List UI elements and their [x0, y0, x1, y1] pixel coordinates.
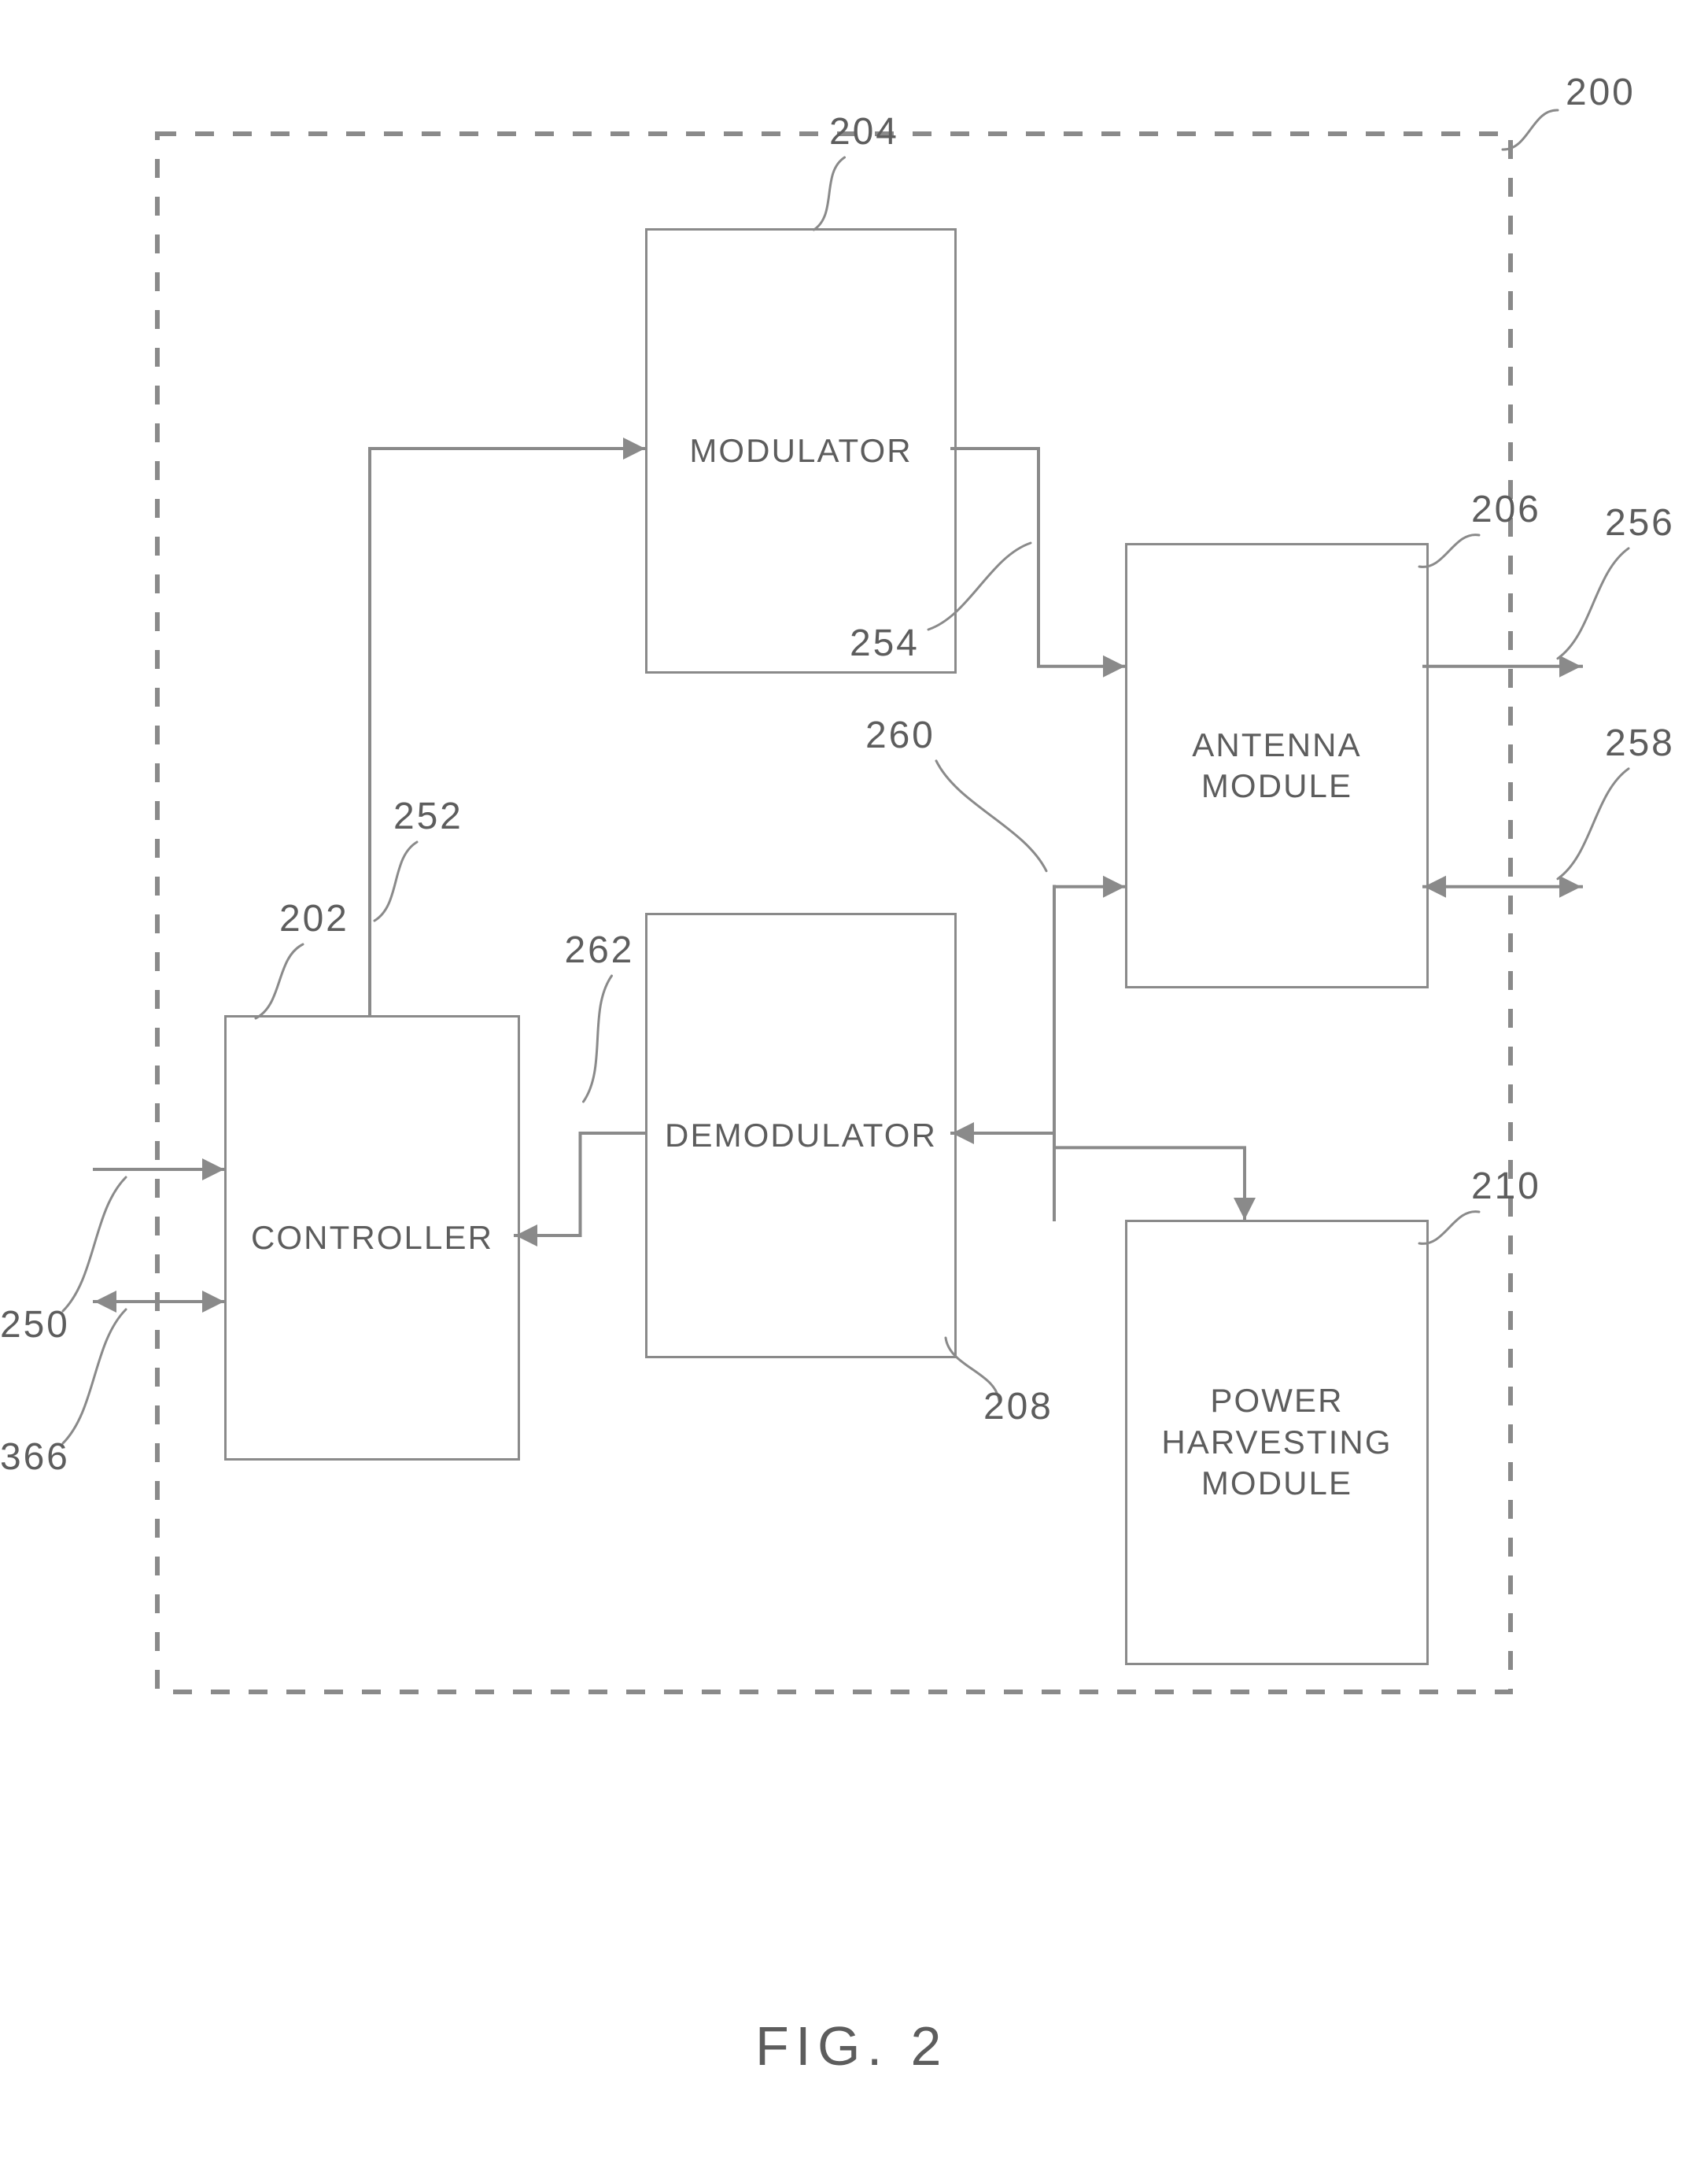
ref-208: 208	[983, 1385, 1053, 1428]
ref-202: 202	[279, 897, 349, 940]
ref-366: 366	[0, 1435, 70, 1479]
antenna-module-label: ANTENNA MODULE	[1192, 725, 1361, 807]
modulator-label: MODULATOR	[689, 430, 912, 472]
figure-caption: FIG. 2	[755, 2015, 948, 2078]
figure-stage: CONTROLLER MODULATOR DEMODULATOR ANTENNA…	[0, 0, 1708, 2168]
power-harvesting-label: POWER HARVESTING MODULE	[1161, 1380, 1392, 1505]
ref-254: 254	[850, 622, 920, 665]
power-harvesting-block: POWER HARVESTING MODULE	[1125, 1220, 1429, 1665]
ref-256: 256	[1605, 501, 1675, 545]
ref-204: 204	[829, 110, 899, 153]
ref-258: 258	[1605, 722, 1675, 765]
controller-label: CONTROLLER	[251, 1217, 493, 1259]
ref-206: 206	[1471, 488, 1541, 531]
ref-260: 260	[865, 714, 935, 757]
demodulator-label: DEMODULATOR	[665, 1115, 937, 1157]
ref-200: 200	[1566, 71, 1636, 114]
modulator-block: MODULATOR	[645, 228, 957, 674]
controller-block: CONTROLLER	[224, 1015, 520, 1461]
ref-250: 250	[0, 1303, 70, 1346]
ref-252: 252	[393, 795, 463, 838]
ref-262: 262	[565, 929, 635, 972]
antenna-module-block: ANTENNA MODULE	[1125, 543, 1429, 988]
demodulator-block: DEMODULATOR	[645, 913, 957, 1358]
ref-210: 210	[1471, 1165, 1541, 1208]
